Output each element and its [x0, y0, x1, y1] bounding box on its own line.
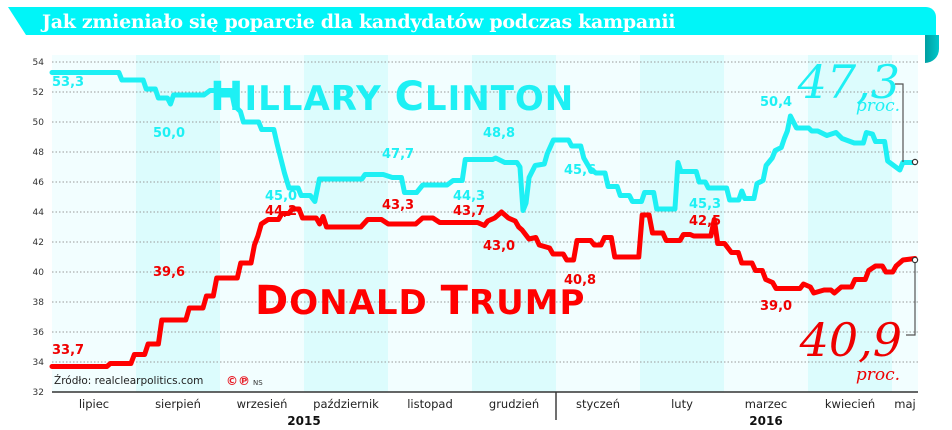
clinton-final-value: 47,3	[797, 55, 900, 109]
trump-final-bracket	[906, 260, 916, 336]
year-label: 2015	[287, 414, 320, 428]
data-label: 45,3	[689, 197, 721, 212]
month-label: marzec	[745, 397, 787, 411]
clinton-end-marker	[911, 158, 919, 166]
month-label: kwiecień	[825, 397, 875, 411]
data-label: 33,7	[52, 343, 84, 358]
data-label: 39,0	[760, 299, 792, 314]
credit-initials: NS	[253, 379, 263, 387]
x-axis-year-labels: 2015 2016	[287, 414, 782, 428]
month-label: listopad	[407, 397, 453, 411]
svg-text:36: 36	[33, 328, 45, 338]
svg-text:48: 48	[33, 148, 45, 158]
month-label: sierpień	[155, 397, 201, 411]
clinton-final-bracket	[895, 83, 904, 162]
trump-series-line	[49, 206, 918, 369]
month-label: wrzesień	[237, 397, 288, 411]
month-label: maj	[894, 397, 915, 411]
svg-text:50: 50	[33, 118, 45, 128]
svg-text:52: 52	[33, 88, 44, 98]
copyright-mark: ©℗	[226, 374, 250, 388]
source-note: Źródło: realclearpolitics.com	[54, 374, 203, 387]
svg-text:32: 32	[33, 388, 44, 398]
data-label: 43,0	[483, 239, 515, 254]
data-label: 50,0	[153, 126, 185, 141]
trump-end-marker	[911, 256, 919, 264]
data-label: 48,8	[483, 126, 515, 141]
month-label: luty	[671, 397, 693, 411]
data-label: 45,0	[265, 189, 297, 204]
data-label: 53,3	[52, 75, 84, 90]
svg-text:46: 46	[33, 178, 45, 188]
month-label: październik	[313, 397, 379, 411]
svg-text:34: 34	[33, 358, 45, 368]
trump-final-unit: proc.	[856, 365, 900, 385]
svg-text:40: 40	[33, 268, 45, 278]
ribbon-curl-decoration	[925, 35, 939, 63]
x-axis-month-labels: lipiec sierpień wrzesień październik listopa…	[79, 397, 916, 411]
data-label: 45,6	[564, 163, 596, 178]
clinton-final-unit: proc.	[856, 96, 900, 116]
month-label: grudzień	[489, 397, 539, 411]
clinton-name-label: HILLARY CLINTON	[210, 74, 574, 120]
month-bands	[52, 55, 918, 392]
svg-text:42: 42	[33, 238, 44, 248]
year-label: 2016	[749, 414, 782, 428]
chart-title: Jak zmieniało się poparcie dla kandydató…	[42, 11, 676, 33]
data-label: 39,6	[153, 265, 185, 280]
data-labels: 53,3 50,0 45,0 47,7 44,3 48,8 45,6 45,3 50,4 33,7…	[52, 75, 792, 358]
month-label: styczeń	[576, 397, 620, 411]
data-label: 44,3	[453, 189, 485, 204]
data-label: 40,8	[564, 273, 596, 288]
clinton-series-line	[49, 70, 918, 213]
trump-name-label: DONALD TRUMP	[255, 278, 585, 324]
y-axis-ticks: 32 34 36 38 40 42 44 46 48 50 52 54	[33, 58, 45, 398]
title-banner: Jak zmieniało się poparcie dla kandydató…	[8, 7, 936, 35]
data-label: 47,7	[382, 147, 414, 162]
trump-final-value: 40,9	[799, 313, 902, 367]
data-label: 50,4	[760, 95, 792, 110]
data-label: 43,3	[382, 198, 414, 213]
month-label: lipiec	[79, 397, 109, 411]
data-label: 44,2	[265, 204, 297, 219]
data-label: 42,5	[689, 214, 721, 229]
svg-text:54: 54	[33, 58, 45, 68]
data-label: 43,7	[453, 204, 485, 219]
svg-text:44: 44	[33, 208, 45, 218]
svg-text:38: 38	[33, 298, 45, 308]
